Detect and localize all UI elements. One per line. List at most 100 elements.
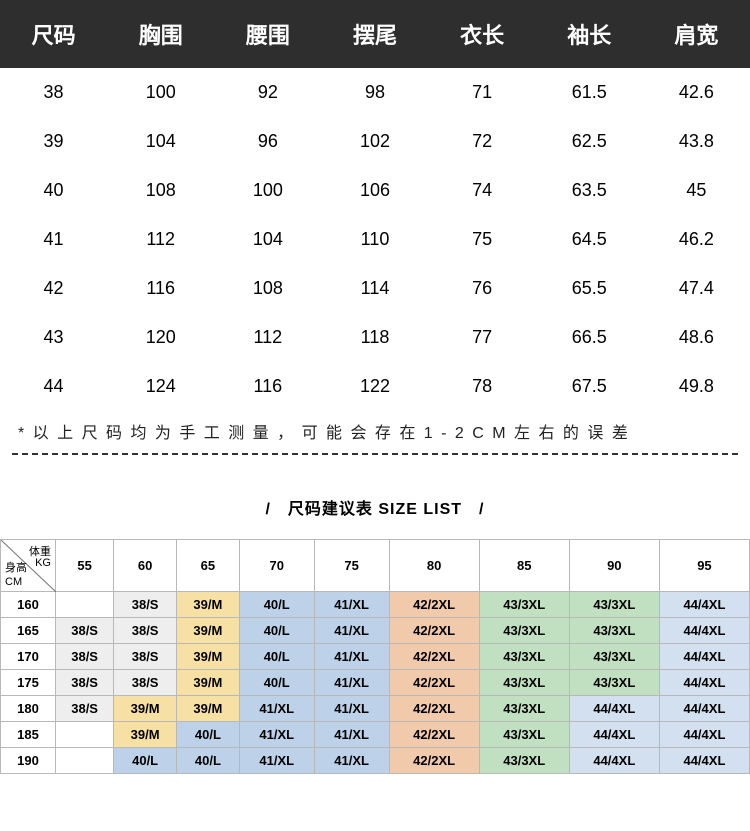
size-cell: 39 xyxy=(0,117,107,166)
size-row: 401081001067463.545 xyxy=(0,166,750,215)
rec-cell: 42/2XL xyxy=(389,618,479,644)
size-cell: 120 xyxy=(107,313,214,362)
rec-cell: 40/L xyxy=(239,670,314,696)
rec-cell: 42/2XL xyxy=(389,722,479,748)
size-cell: 76 xyxy=(429,264,536,313)
size-cell: 67.5 xyxy=(536,362,643,411)
size-header-cell: 尺码 xyxy=(0,0,107,68)
rec-cell: 39/M xyxy=(114,722,177,748)
size-cell: 112 xyxy=(107,215,214,264)
rec-cell: 38/S xyxy=(114,618,177,644)
rec-cell xyxy=(56,748,114,774)
rec-cell: 41/XL xyxy=(239,722,314,748)
size-cell: 92 xyxy=(214,68,321,117)
size-row: 3810092987161.542.6 xyxy=(0,68,750,117)
size-cell: 108 xyxy=(107,166,214,215)
weight-header: 90 xyxy=(569,540,659,592)
size-cell: 116 xyxy=(214,362,321,411)
rec-cell: 39/M xyxy=(114,696,177,722)
rec-row: 16538/S38/S39/M40/L41/XL42/2XL43/3XL43/3… xyxy=(1,618,750,644)
height-header: 180 xyxy=(1,696,56,722)
rec-cell: 43/3XL xyxy=(569,644,659,670)
corner-cm: CM xyxy=(5,576,22,588)
rec-cell: 41/XL xyxy=(314,722,389,748)
rec-cell: 41/XL xyxy=(239,748,314,774)
rec-cell: 43/3XL xyxy=(479,644,569,670)
rec-cell: 44/4XL xyxy=(569,748,659,774)
rec-cell: 38/S xyxy=(56,644,114,670)
size-cell: 64.5 xyxy=(536,215,643,264)
size-cell: 49.8 xyxy=(643,362,750,411)
rec-cell: 40/L xyxy=(239,618,314,644)
weight-header: 65 xyxy=(177,540,240,592)
size-cell: 46.2 xyxy=(643,215,750,264)
weight-header: 80 xyxy=(389,540,479,592)
size-header-cell: 胸围 xyxy=(107,0,214,68)
rec-cell: 38/S xyxy=(56,618,114,644)
corner-height: 身高 xyxy=(5,559,27,575)
measurement-note: * 以 上 尺 码 均 为 手 工 测 量 ， 可 能 会 存 在 1 - 2 … xyxy=(0,411,750,453)
size-cell: 116 xyxy=(107,264,214,313)
rec-cell: 40/L xyxy=(239,644,314,670)
rec-cell: 44/4XL xyxy=(659,696,749,722)
corner-kg: KG xyxy=(35,557,51,569)
rec-cell: 39/M xyxy=(177,696,240,722)
rec-cell: 43/3XL xyxy=(569,618,659,644)
rec-cell: 41/XL xyxy=(314,644,389,670)
size-header-cell: 肩宽 xyxy=(643,0,750,68)
rec-row: 19040/L40/L41/XL41/XL42/2XL43/3XL44/4XL4… xyxy=(1,748,750,774)
size-cell: 104 xyxy=(214,215,321,264)
size-cell: 38 xyxy=(0,68,107,117)
rec-cell: 44/4XL xyxy=(659,592,749,618)
height-header: 160 xyxy=(1,592,56,618)
size-cell: 78 xyxy=(429,362,536,411)
size-cell: 96 xyxy=(214,117,321,166)
rec-cell: 43/3XL xyxy=(479,670,569,696)
weight-header: 75 xyxy=(314,540,389,592)
rec-cell: 39/M xyxy=(177,592,240,618)
size-cell: 72 xyxy=(429,117,536,166)
size-cell: 122 xyxy=(321,362,428,411)
rec-cell: 39/M xyxy=(177,670,240,696)
size-cell: 63.5 xyxy=(536,166,643,215)
rec-cell: 38/S xyxy=(56,696,114,722)
rec-row: 18038/S39/M39/M41/XL41/XL42/2XL43/3XL44/… xyxy=(1,696,750,722)
rec-cell: 38/S xyxy=(114,592,177,618)
size-cell: 118 xyxy=(321,313,428,362)
height-header: 170 xyxy=(1,644,56,670)
size-cell: 74 xyxy=(429,166,536,215)
rec-cell: 41/XL xyxy=(314,696,389,722)
size-cell: 112 xyxy=(214,313,321,362)
rec-cell: 41/XL xyxy=(314,670,389,696)
size-cell: 75 xyxy=(429,215,536,264)
size-cell: 110 xyxy=(321,215,428,264)
size-row: 441241161227867.549.8 xyxy=(0,362,750,411)
size-cell: 100 xyxy=(214,166,321,215)
size-row: 421161081147665.547.4 xyxy=(0,264,750,313)
weight-header: 60 xyxy=(114,540,177,592)
size-header-cell: 袖长 xyxy=(536,0,643,68)
rec-cell xyxy=(56,722,114,748)
rec-cell: 43/3XL xyxy=(479,696,569,722)
size-cell: 61.5 xyxy=(536,68,643,117)
weight-header: 85 xyxy=(479,540,569,592)
rec-cell: 39/M xyxy=(177,644,240,670)
rec-cell: 43/3XL xyxy=(479,592,569,618)
rec-row: 16038/S39/M40/L41/XL42/2XL43/3XL43/3XL44… xyxy=(1,592,750,618)
size-row: 411121041107564.546.2 xyxy=(0,215,750,264)
weight-header: 70 xyxy=(239,540,314,592)
rec-cell: 44/4XL xyxy=(659,722,749,748)
rec-cell: 42/2XL xyxy=(389,696,479,722)
rec-cell: 38/S xyxy=(114,644,177,670)
rec-cell: 43/3XL xyxy=(479,618,569,644)
rec-row: 17538/S38/S39/M40/L41/XL42/2XL43/3XL43/3… xyxy=(1,670,750,696)
size-cell: 41 xyxy=(0,215,107,264)
size-cell: 104 xyxy=(107,117,214,166)
rec-cell: 44/4XL xyxy=(569,696,659,722)
rec-cell: 43/3XL xyxy=(479,722,569,748)
divider xyxy=(12,453,738,455)
rec-cell: 41/XL xyxy=(314,592,389,618)
rec-cell: 44/4XL xyxy=(569,722,659,748)
rec-cell: 41/XL xyxy=(239,696,314,722)
size-cell: 45 xyxy=(643,166,750,215)
